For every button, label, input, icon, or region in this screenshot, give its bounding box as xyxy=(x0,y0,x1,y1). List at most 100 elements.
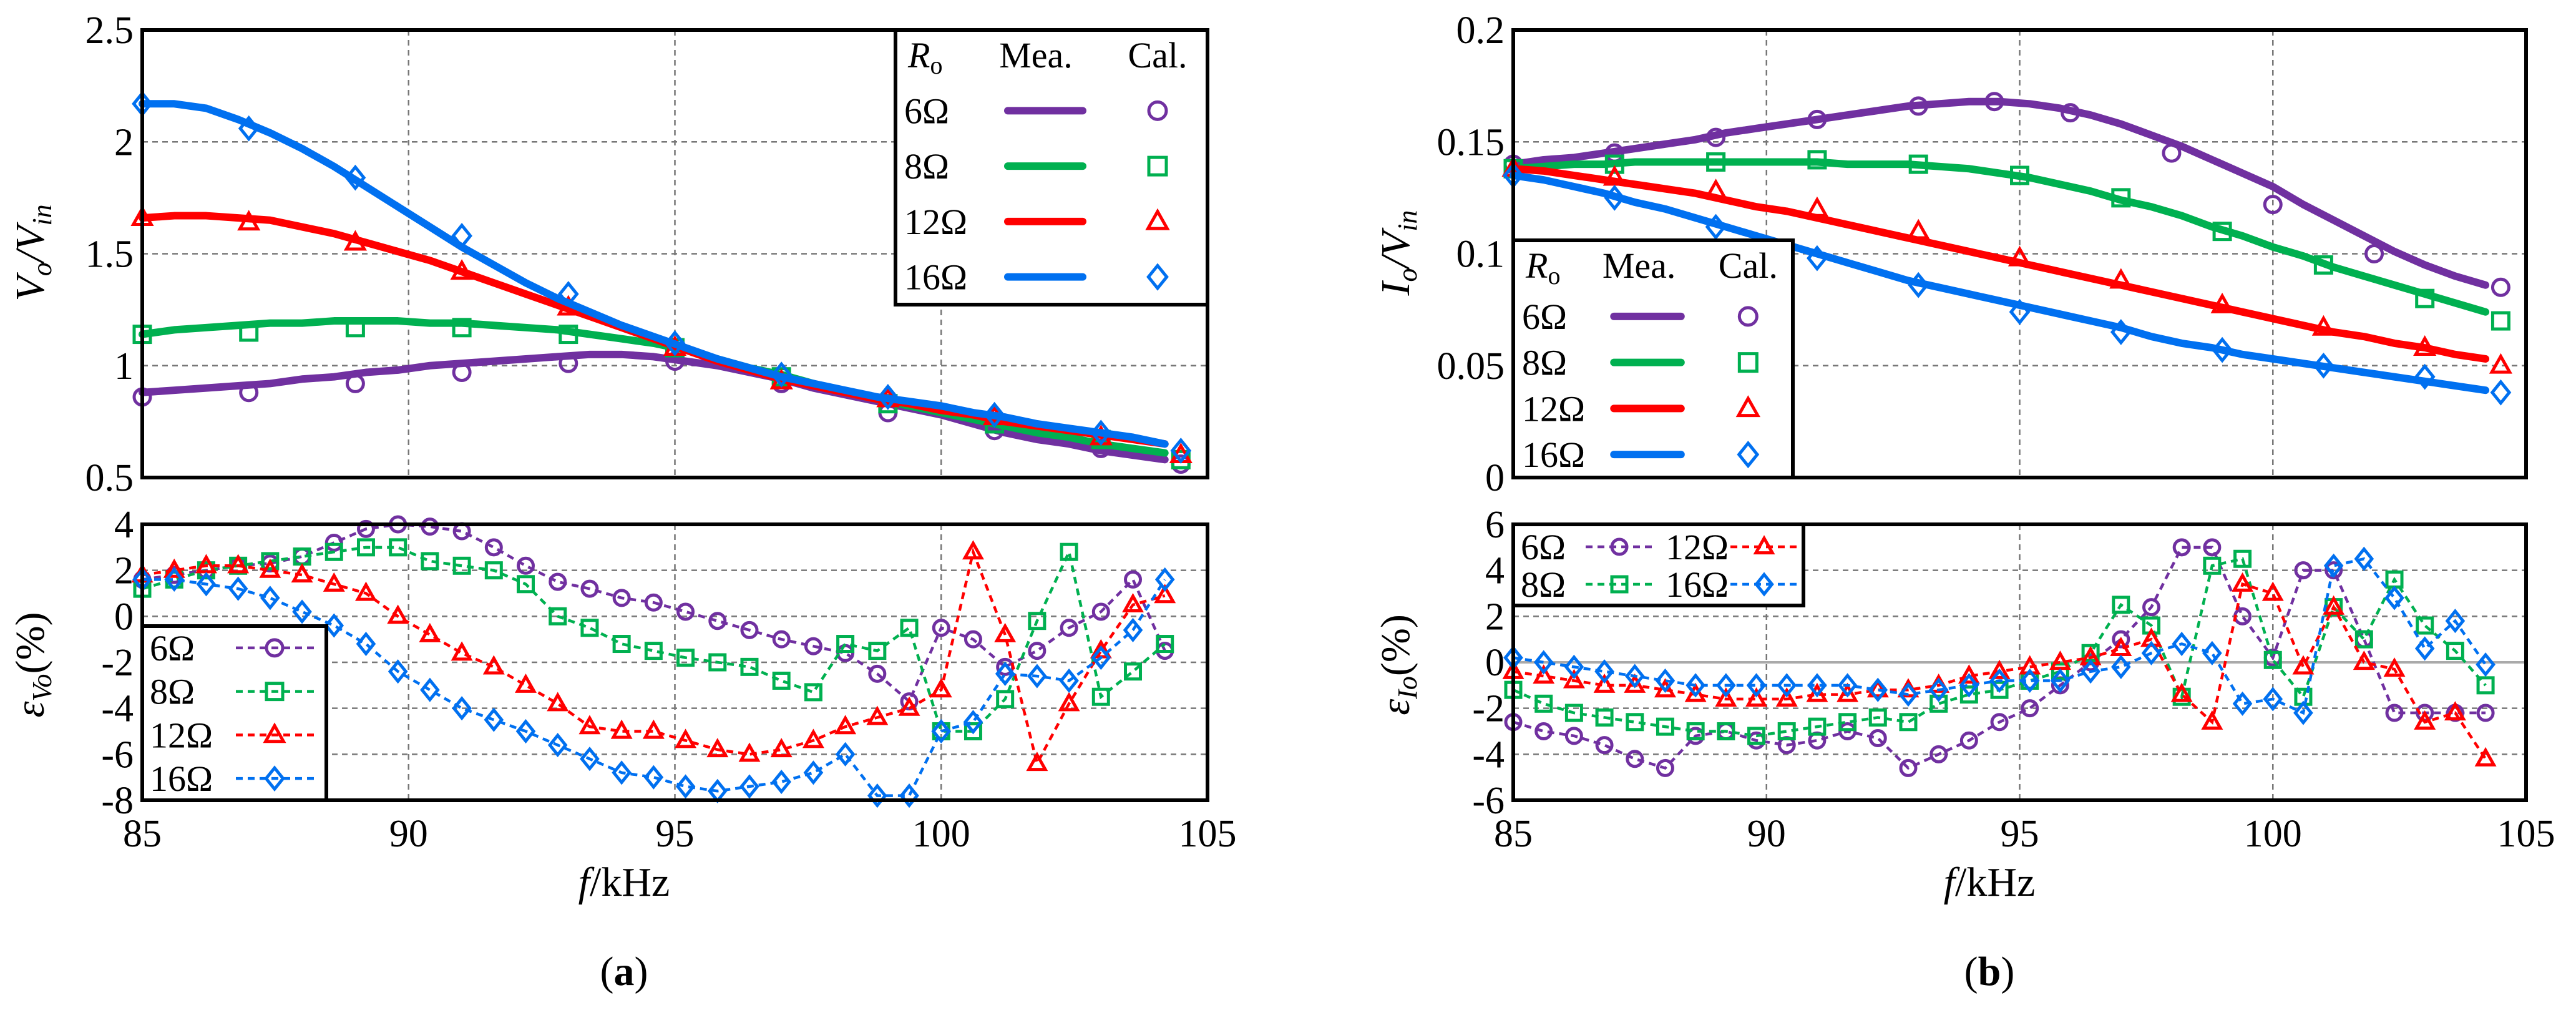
data-point-8Ω xyxy=(1899,713,1918,732)
legend-col-measured: Mea. xyxy=(1603,245,1676,286)
data-point-16Ω xyxy=(1059,668,1079,694)
data-point-16Ω xyxy=(2110,319,2132,345)
legend-box xyxy=(140,624,328,802)
data-point-12Ω xyxy=(1122,593,1144,613)
data-point-16Ω xyxy=(388,659,408,684)
data-point-12Ω xyxy=(2353,650,2375,670)
data-point-8Ω xyxy=(1656,717,1674,736)
data-point-16Ω xyxy=(771,769,792,795)
data-point-12Ω xyxy=(1775,687,1798,707)
data-point-12Ω xyxy=(547,692,569,712)
ytick-label: -4 xyxy=(101,688,134,730)
data-point-6Ω xyxy=(2476,704,2495,722)
data-point-8Ω xyxy=(2051,662,2069,681)
data-point-12Ω xyxy=(1533,664,1555,684)
legend-box xyxy=(1511,522,1805,607)
series-line-8Ω xyxy=(1510,158,2490,316)
data-point-8Ω xyxy=(1717,722,1735,740)
data-point-16Ω xyxy=(1091,645,1111,670)
data-point-16Ω xyxy=(1908,272,1930,298)
data-point-12Ω xyxy=(1745,687,1768,707)
data-point-12Ω xyxy=(291,563,313,583)
data-point-8Ω xyxy=(1959,685,1978,704)
ytick-label: 0.05 xyxy=(1437,345,1505,388)
data-point-12Ω xyxy=(2311,315,2335,336)
data-point-12Ω xyxy=(419,622,441,642)
legend-marker-12Ω xyxy=(1735,395,1761,418)
data-point-16Ω xyxy=(2445,609,2466,634)
legend-marker-6Ω xyxy=(1737,306,1759,327)
series-line-16Ω xyxy=(142,578,1166,797)
xtick-label: 100 xyxy=(912,813,970,855)
data-point-8Ω xyxy=(389,538,407,557)
chart-a-top: 0.5 1 1.5 2 2.5 Ro Mea. Cal. 6Ω 8Ω 12Ω 16Ω xyxy=(85,9,1209,499)
data-point-16Ω xyxy=(963,710,983,735)
legend-col-calculated: Cal. xyxy=(1719,245,1778,286)
data-point-6Ω xyxy=(484,538,503,557)
data-point-8Ω xyxy=(2491,311,2510,331)
legend-label: 8Ω xyxy=(904,146,949,187)
data-point-8Ω xyxy=(1124,662,1143,681)
data-point-16Ω xyxy=(557,281,579,307)
legend-label: 12Ω xyxy=(1666,527,1729,567)
data-point-6Ω xyxy=(1626,750,1644,768)
data-point-16Ω xyxy=(1777,673,1797,698)
data-point-6Ω xyxy=(2061,103,2081,123)
data-point-8Ω xyxy=(1060,542,1078,561)
data-point-16Ω xyxy=(1807,245,1828,272)
data-point-16Ω xyxy=(1154,567,1175,592)
data-point-6Ω xyxy=(868,664,887,683)
data-point-16Ω xyxy=(1746,673,1767,698)
data-point-16Ω xyxy=(452,696,472,721)
data-point-16Ω xyxy=(664,330,686,356)
data-point-12Ω xyxy=(802,728,824,748)
data-point-8Ω xyxy=(2415,288,2435,308)
data-point-12Ω xyxy=(2109,268,2133,289)
data-point-12Ω xyxy=(738,742,761,762)
data-point-16Ω xyxy=(612,760,632,785)
data-point-16Ω xyxy=(2212,336,2233,363)
data-point-16Ω xyxy=(2202,640,2222,665)
data-point-8Ω xyxy=(1807,150,1827,170)
data-point-12Ω xyxy=(323,572,345,592)
legend-marker-6Ω xyxy=(1610,537,1629,556)
xlabel-b: f/kHz xyxy=(1944,860,2036,905)
series-line-16Ω xyxy=(1510,172,2490,395)
data-point-8Ω xyxy=(740,657,759,676)
data-point-8Ω xyxy=(1564,704,1583,722)
data-point-6Ω xyxy=(772,630,791,649)
data-point-12Ω xyxy=(610,719,633,739)
data-point-8Ω xyxy=(772,671,791,690)
data-point-6Ω xyxy=(932,619,950,637)
caption-a: (a) xyxy=(600,949,648,994)
data-point-6Ω xyxy=(580,579,599,598)
legend-label: 16Ω xyxy=(1666,564,1729,605)
series-line-12Ω xyxy=(142,547,1166,768)
data-point-6Ω xyxy=(1091,602,1110,621)
data-point-6Ω xyxy=(239,383,259,403)
data-point-8Ω xyxy=(612,635,631,654)
legend-label: 6Ω xyxy=(1522,297,1567,337)
data-point-16Ω xyxy=(420,677,440,702)
data-point-16Ω xyxy=(643,765,664,790)
data-point-6Ω xyxy=(2172,538,2191,557)
data-point-12Ω xyxy=(451,641,473,661)
data-point-8Ω xyxy=(1747,727,1766,745)
data-point-6Ω xyxy=(2294,561,2313,580)
data-point-12Ω xyxy=(866,705,889,725)
data-point-6Ω xyxy=(1899,758,1918,777)
legend-label: 12Ω xyxy=(1522,388,1585,429)
ytick-label: 2 xyxy=(114,550,134,592)
data-point-16Ω xyxy=(196,572,217,597)
data-point-12Ω xyxy=(259,558,281,578)
series-line-6Ω xyxy=(139,350,1169,464)
data-point-8Ω xyxy=(1808,717,1827,736)
data-point-16Ω xyxy=(1655,668,1676,694)
data-point-8Ω xyxy=(452,318,472,338)
data-point-6Ω xyxy=(559,353,578,373)
data-point-16Ω xyxy=(1624,664,1645,689)
data-point-6Ω xyxy=(740,620,759,639)
ytick-label: 2 xyxy=(114,121,134,164)
data-point-6Ω xyxy=(1959,731,1978,750)
data-point-16Ω xyxy=(344,164,366,191)
